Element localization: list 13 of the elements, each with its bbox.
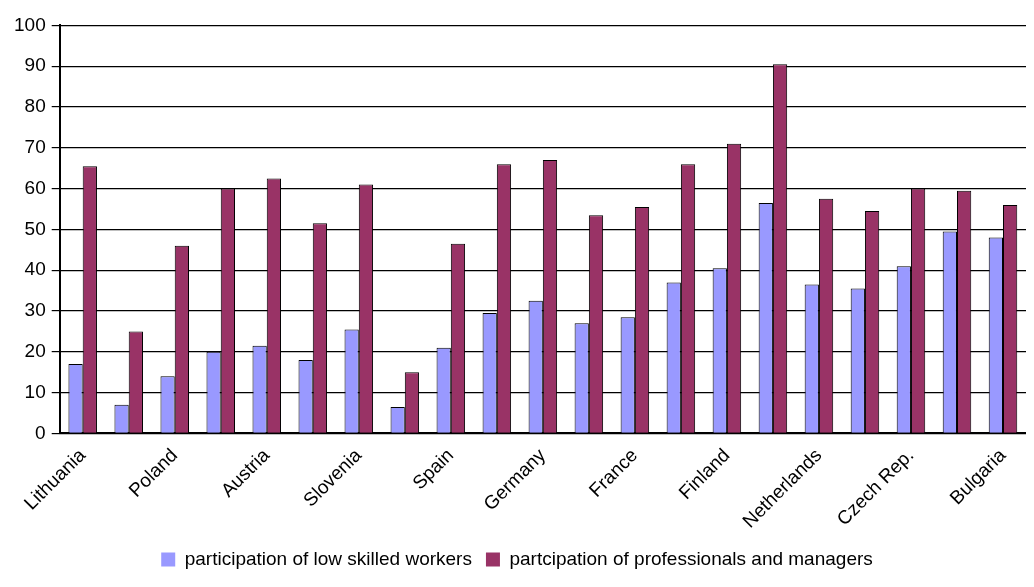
y-tick-label: 10	[24, 380, 46, 402]
y-tick-label: 90	[24, 54, 46, 76]
y-tick-label: 0	[35, 421, 46, 443]
y-tick-label: 50	[24, 217, 46, 239]
y-tick-label: 30	[24, 299, 46, 321]
y-tick-label: 80	[24, 95, 46, 117]
y-tick-label: 40	[24, 258, 46, 280]
legend-label: partcipation of professionals and managers	[509, 547, 873, 569]
y-tick-label: 70	[24, 136, 46, 158]
y-tick-label: 100	[14, 13, 46, 35]
y-tick-label: 20	[24, 340, 46, 362]
legend-label: participation of low skilled workers	[184, 547, 472, 569]
y-tick-label: 60	[24, 176, 46, 198]
